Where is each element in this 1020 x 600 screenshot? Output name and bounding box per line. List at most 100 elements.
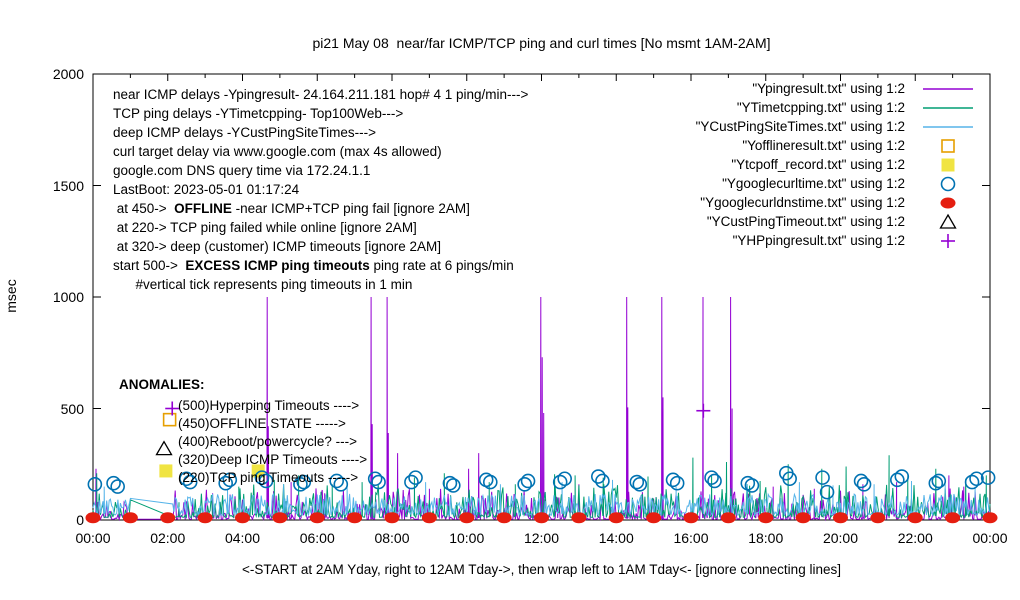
anomaly-annotation-line: (320)Deep ICMP Timeouts ----> bbox=[178, 452, 368, 467]
circle-open-marker bbox=[517, 477, 532, 492]
circle-filled-marker bbox=[421, 512, 437, 524]
circle-filled-marker bbox=[235, 512, 250, 524]
circle-filled-marker bbox=[534, 512, 549, 524]
x-tick-label: 16:00 bbox=[673, 530, 709, 546]
legend-entry: "YCustPingSiteTimes.txt" using 1:2 bbox=[560, 117, 985, 136]
info-annotation-line: at 450-> OFFLINE -near ICMP+TCP ping fai… bbox=[113, 201, 470, 216]
circle-open-marker bbox=[557, 471, 572, 487]
circle-open-marker bbox=[629, 474, 645, 490]
circle-open-marker bbox=[928, 475, 944, 491]
circle-open-marker bbox=[520, 473, 536, 489]
circle-open-marker bbox=[782, 471, 797, 487]
circle-filled-marker bbox=[982, 512, 998, 524]
legend-square-open-icon bbox=[941, 138, 955, 153]
circle-open-marker bbox=[632, 477, 648, 492]
circle-filled-marker bbox=[384, 512, 400, 524]
triangle-open-marker bbox=[155, 440, 173, 456]
circle-filled-marker bbox=[720, 512, 736, 524]
circle-open-marker bbox=[931, 473, 947, 489]
circle-filled-marker bbox=[496, 512, 512, 524]
legend-entry: "Ytcpoff_record.txt" using 1:2 bbox=[560, 155, 985, 174]
circle-filled-marker bbox=[608, 512, 624, 524]
y-tick-label: 0 bbox=[76, 512, 84, 528]
legend-entry: "YHPpingresult.txt" using 1:2 bbox=[560, 231, 985, 250]
circle-open-marker bbox=[408, 470, 423, 485]
circle-filled-marker bbox=[940, 197, 956, 208]
info-annotation-line: deep ICMP delays -YCustPingSiteTimes---> bbox=[113, 125, 376, 140]
circle-filled-marker bbox=[907, 512, 923, 524]
square-open-marker bbox=[162, 412, 177, 427]
circle-open-marker bbox=[815, 470, 830, 485]
circle-open-marker bbox=[890, 472, 905, 488]
circle-open-marker bbox=[329, 473, 344, 489]
circle-open-marker bbox=[964, 474, 980, 490]
info-annotation-line: at 320-> deep (customer) ICMP timeouts [… bbox=[113, 239, 442, 254]
legend-circle-open-icon bbox=[940, 176, 956, 191]
circle-filled-marker bbox=[758, 512, 774, 524]
legend-entry-label: "Ytcpoff_record.txt" using 1:2 bbox=[731, 157, 905, 172]
x-tick-label: 06:00 bbox=[299, 530, 335, 546]
x-tick-label: 18:00 bbox=[748, 530, 784, 546]
circle-open-marker bbox=[980, 470, 996, 485]
circle-open-marker bbox=[445, 478, 461, 493]
circle-filled-marker bbox=[347, 512, 363, 524]
x-tick-label: 04:00 bbox=[224, 530, 261, 546]
info-annotation-line: near ICMP delays -Ypingresult- 24.164.21… bbox=[113, 87, 529, 102]
anomalies-annotations: (500)Hyperping Timeouts ----> (450)OFFLIN… bbox=[178, 397, 367, 487]
circle-open-marker bbox=[179, 471, 194, 487]
x-tick-label: 20:00 bbox=[822, 530, 859, 546]
x-tick-label: 22:00 bbox=[897, 530, 933, 546]
circle-filled-marker bbox=[795, 512, 811, 524]
circle-filled-marker bbox=[571, 512, 587, 524]
legend-entry: "Yofflineresult.txt" using 1:2 bbox=[560, 136, 985, 155]
legend-square-fill-icon bbox=[941, 158, 955, 171]
info-annotation-line: curl target delay via www.google.com (ma… bbox=[113, 144, 442, 159]
legend-entry: "YTimetcpping.txt" using 1:2 bbox=[560, 98, 985, 117]
circle-open-marker bbox=[704, 470, 719, 485]
circle-open-marker bbox=[254, 470, 270, 485]
circle-open-marker bbox=[296, 474, 312, 490]
legend-entry-label: "Ygooglecurltime.txt" using 1:2 bbox=[722, 176, 905, 191]
anomaly-annotation-line: (500)Hyperping Timeouts ----> bbox=[178, 398, 360, 413]
triangle-open-marker bbox=[939, 213, 957, 229]
x-tick-label: 10:00 bbox=[449, 530, 485, 546]
legend-entry: "Ypingresult.txt" using 1:2 bbox=[560, 79, 985, 98]
info-annotation-line: #vertical tick represents ping timeouts … bbox=[113, 277, 413, 292]
chart-title: pi21 May 08 near/far ICMP/TCP ping and c… bbox=[312, 35, 771, 51]
anomaly-annotation-line: (450)OFFLINE STATE -----> bbox=[178, 416, 346, 431]
circle-filled-marker bbox=[197, 512, 213, 524]
info-annotation-line: LastBoot: 2023-05-01 01:17:24 bbox=[113, 182, 300, 197]
legend-entry-label: "Yofflineresult.txt" using 1:2 bbox=[742, 138, 905, 153]
x-tick-label: 02:00 bbox=[150, 530, 186, 546]
circle-open-marker bbox=[218, 475, 233, 491]
square-filled-marker bbox=[159, 464, 173, 478]
circle-open-marker bbox=[482, 474, 498, 490]
circle-open-marker bbox=[87, 477, 103, 492]
circle-open-marker bbox=[744, 478, 760, 493]
legend-entry-label: "YTimetcpping.txt" using 1:2 bbox=[736, 100, 905, 115]
x-tick-label: 00:00 bbox=[75, 530, 111, 546]
info-annotations: near ICMP delays -Ypingresult- 24.164.21… bbox=[113, 85, 528, 294]
circle-open-marker bbox=[258, 473, 274, 489]
legend-entry-label: "Ygooglecurldnstime.txt" using 1:2 bbox=[700, 195, 905, 210]
circle-open-marker bbox=[707, 473, 722, 489]
y-tick-label: 1000 bbox=[52, 289, 84, 305]
circle-open-marker bbox=[106, 475, 121, 491]
x-tick-label: 12:00 bbox=[523, 530, 560, 546]
legend-entry-label: "YHPpingresult.txt" using 1:2 bbox=[732, 233, 905, 248]
y-tick-label: 1500 bbox=[52, 177, 84, 194]
x-tick-label: 00:00 bbox=[972, 530, 1008, 546]
legend-plus-icon bbox=[941, 233, 955, 248]
circle-filled-marker bbox=[646, 512, 662, 524]
circle-filled-marker bbox=[945, 512, 961, 524]
circle-filled-marker bbox=[122, 512, 138, 524]
circle-open-marker bbox=[182, 474, 198, 490]
anomaly-annotation-line: (400)Reboot/powercycle? ---> bbox=[178, 434, 357, 449]
legend-entry: "YCustPingTimeout.txt" using 1:2 bbox=[560, 212, 985, 231]
series-line-YCustPingSiteTimes.txt bbox=[92, 479, 991, 517]
circle-open-marker bbox=[442, 475, 458, 491]
circle-open-marker bbox=[894, 469, 910, 484]
circle-open-marker bbox=[665, 472, 681, 488]
circle-open-marker bbox=[293, 477, 308, 492]
